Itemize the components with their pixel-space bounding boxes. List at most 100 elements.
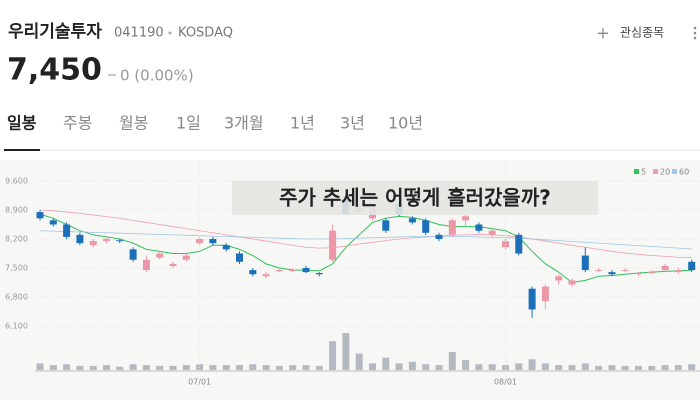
y-tick-label: 7,500	[5, 264, 28, 273]
tab[interactable]: 월봉	[119, 114, 148, 133]
volume-bar	[515, 363, 523, 370]
volume-bar	[329, 341, 337, 370]
volume-bar	[541, 363, 549, 370]
volume-bar	[462, 360, 470, 370]
moving-average	[39, 209, 692, 259]
x-tick-label: 08/01	[494, 378, 517, 387]
candle-body	[262, 274, 270, 277]
candle-body	[555, 276, 563, 281]
volume-bar	[528, 359, 536, 370]
volume-bar	[635, 365, 642, 370]
tab[interactable]: 3개월	[224, 114, 264, 133]
candle-body	[568, 280, 576, 285]
volume-bar	[621, 365, 629, 370]
volume-bar	[63, 364, 71, 370]
volume-bar	[608, 365, 616, 370]
candle-body	[209, 239, 217, 244]
candle-body	[408, 218, 416, 223]
volume-bar	[222, 365, 230, 370]
candle-body	[49, 220, 57, 225]
tab[interactable]: 일봉	[7, 114, 37, 133]
volume-bar	[249, 364, 257, 370]
separator	[168, 31, 172, 35]
volume-bar	[581, 363, 589, 370]
volume-bar	[435, 365, 443, 370]
tab[interactable]: 10년	[388, 114, 423, 133]
volume-bar	[302, 365, 310, 370]
volume-bar	[289, 365, 297, 370]
candle-body	[329, 230, 337, 260]
overlay-box	[232, 181, 598, 215]
y-tick-label: 6,800	[5, 293, 28, 302]
candle-body	[142, 259, 150, 271]
x-tick-label: 07/01	[188, 378, 211, 387]
tabs: 일봉 주봉 월봉 1일 3개월 1년 3년 10년	[7, 114, 423, 133]
volume-bar	[355, 353, 363, 370]
volume-bar	[89, 365, 97, 370]
candle-body	[541, 286, 549, 302]
candle-body	[608, 272, 616, 275]
candle-body	[382, 220, 390, 231]
volume-bar	[448, 351, 456, 370]
candle-body	[103, 239, 110, 242]
legend-label: 60	[679, 168, 689, 177]
volume-bar	[315, 365, 323, 370]
volume-bar	[182, 365, 190, 370]
chart: 6,100 6,800 7,500 8,200 8,900 9,600 5 20 60 07/01…	[5, 160, 700, 387]
candle-body	[621, 270, 629, 272]
volume-bar	[382, 357, 390, 370]
candle-body	[475, 224, 483, 231]
change: 0 (0.00%)	[120, 67, 194, 85]
volume-bar	[395, 363, 403, 370]
price: 7,450	[7, 53, 102, 88]
legend-swatch	[653, 169, 658, 174]
candle-body	[595, 270, 603, 272]
candle-body	[236, 253, 243, 262]
candle-body	[129, 249, 137, 260]
tab[interactable]: 1일	[176, 114, 201, 133]
volume-bar	[103, 365, 110, 370]
candle-body	[528, 288, 536, 310]
volume-bar	[661, 365, 669, 370]
candle-body	[275, 270, 283, 272]
y-tick-label: 8,200	[5, 235, 28, 244]
candle-body	[156, 253, 164, 258]
volume-bar	[342, 333, 350, 370]
candle-body	[462, 216, 470, 221]
volume-bar	[595, 365, 603, 370]
legend-swatch	[634, 169, 639, 174]
tab[interactable]: 3년	[340, 114, 365, 133]
moving-average	[39, 213, 692, 284]
volume-bar	[209, 365, 217, 370]
volume-bar	[169, 365, 177, 370]
volume-bar	[408, 361, 416, 370]
candle-body	[289, 270, 297, 272]
candle-body	[648, 272, 656, 274]
tab[interactable]: 주봉	[63, 114, 92, 133]
candle-body	[515, 234, 523, 254]
volume-bar	[142, 365, 150, 370]
candle-body	[116, 240, 124, 242]
candle-body	[688, 261, 696, 271]
candle-body	[182, 255, 190, 260]
candle-body	[435, 234, 443, 239]
market: KOSDAQ	[178, 26, 233, 41]
candle-body	[76, 234, 84, 244]
volume-bar	[369, 363, 376, 370]
more-icon[interactable]	[693, 26, 697, 40]
moving-average	[39, 230, 692, 250]
watch-button[interactable]: + 관심종목	[596, 24, 664, 43]
overlay-text: 주가 추세는 어떻게 흘러갔을까?	[279, 186, 551, 210]
volume-bar	[36, 363, 44, 370]
volume-bar	[568, 365, 576, 370]
stock-name: 우리기술투자	[8, 22, 102, 42]
y-tick-label: 6,100	[5, 322, 28, 331]
volume-bar	[275, 365, 283, 370]
candle-body	[249, 270, 257, 275]
candle-body	[89, 241, 97, 246]
candle-body	[63, 224, 71, 237]
volume-bar	[475, 364, 483, 370]
tab[interactable]: 1년	[290, 114, 315, 133]
volume-bar	[488, 364, 496, 370]
candle-body	[488, 230, 496, 235]
